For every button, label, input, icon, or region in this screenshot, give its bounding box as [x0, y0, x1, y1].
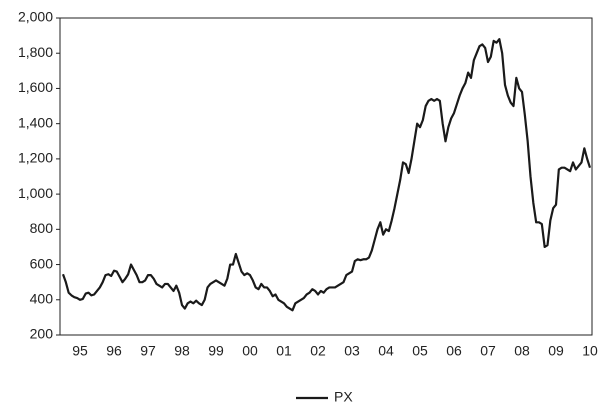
x-tick-label: 97 — [140, 343, 156, 359]
y-tick-label: 1,000 — [18, 185, 53, 201]
x-tick-label: 10 — [582, 343, 598, 359]
y-tick-label: 1,400 — [18, 114, 53, 130]
y-tick-label: 1,800 — [18, 44, 53, 60]
x-tick-label: 98 — [174, 343, 190, 359]
y-tick-label: 600 — [30, 255, 54, 271]
x-tick-label: 04 — [378, 343, 394, 359]
legend-label: PX — [334, 389, 353, 405]
x-tick-label: 05 — [412, 343, 428, 359]
x-tick-label: 96 — [106, 343, 122, 359]
data-line — [61, 38, 592, 312]
x-tick-label: 02 — [310, 343, 326, 359]
x-tick-label: 01 — [276, 343, 292, 359]
x-tick-label: 99 — [208, 343, 224, 359]
y-tick-label: 200 — [30, 326, 54, 342]
y-tick-label: 1,600 — [18, 79, 53, 95]
y-tick-label: 1,200 — [18, 150, 53, 166]
x-tick-label: 08 — [514, 343, 530, 359]
x-tick-label: 09 — [548, 343, 564, 359]
y-tick-label: 800 — [30, 220, 54, 236]
x-tick-label: 95 — [72, 343, 88, 359]
y-tick-label: 2,000 — [18, 9, 53, 25]
x-tick-label: 03 — [344, 343, 360, 359]
x-tick-label: 06 — [446, 343, 462, 359]
x-tick-label: 00 — [242, 343, 258, 359]
y-tick-label: 400 — [30, 290, 54, 306]
plot-frame — [59, 17, 593, 336]
x-tick-label: 07 — [480, 343, 496, 359]
